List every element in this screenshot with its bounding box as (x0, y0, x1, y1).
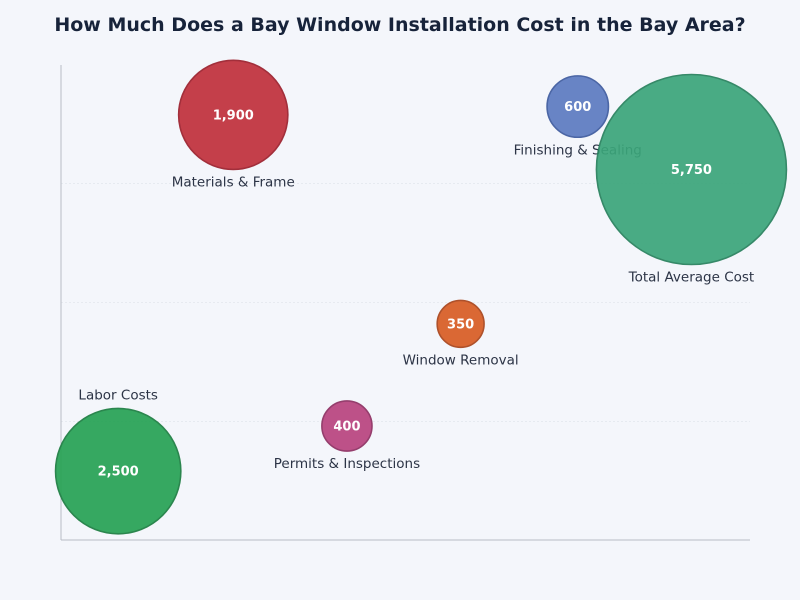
bubble-label: Materials & Frame (172, 174, 295, 190)
bubble-value-label: 5,750 (671, 163, 712, 178)
bubble-label: Permits & Inspections (274, 456, 420, 472)
bubble-label: Window Removal (403, 352, 519, 368)
bubble[interactable] (177, 59, 289, 171)
bubble-value-label: 1,900 (213, 108, 254, 123)
grid-layer (61, 183, 750, 422)
bubble[interactable] (436, 299, 485, 349)
bubble-label: Total Average Cost (628, 270, 755, 286)
chart-title: How Much Does a Bay Window Installation … (54, 14, 746, 36)
bubble[interactable] (546, 75, 610, 139)
bubble[interactable] (321, 400, 373, 452)
bubble-value-label: 400 (333, 420, 360, 435)
bubble-label: Labor Costs (78, 387, 158, 403)
bubble[interactable] (595, 73, 788, 266)
bubble-value-label: 600 (564, 100, 591, 115)
bubble-value-label: 350 (447, 317, 474, 332)
bubble[interactable] (54, 407, 182, 535)
bubble-layer: 1,900 600 5,750 350 400 2,500 (54, 59, 788, 535)
bubble-value-label: 2,500 (98, 465, 139, 480)
